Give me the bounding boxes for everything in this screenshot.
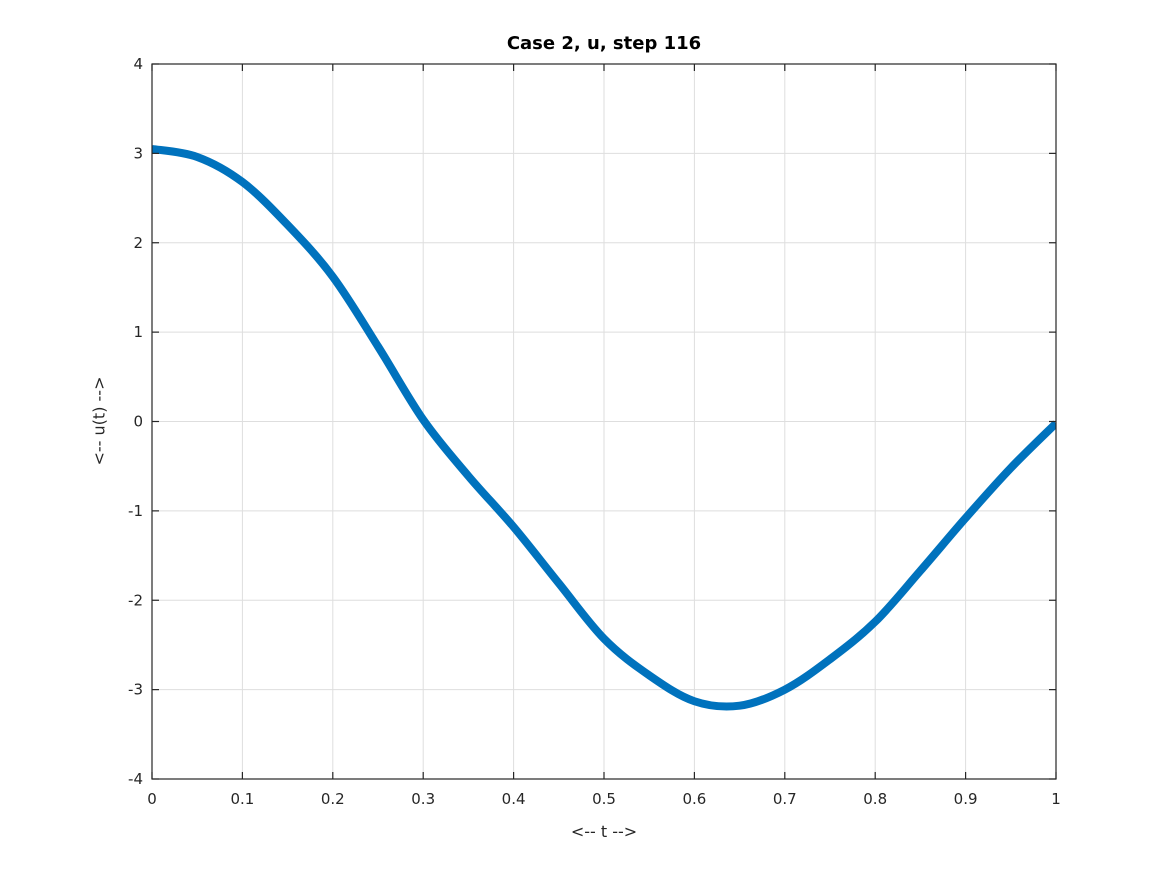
- x-tick-label: 0.5: [592, 790, 616, 808]
- x-tick-label: 0.2: [321, 790, 345, 808]
- x-tick-label: 0.1: [230, 790, 254, 808]
- x-tick-label: 0: [147, 790, 157, 808]
- x-axis-label: <-- t -->: [570, 822, 638, 841]
- y-tick-labels: -4 -3 -2 -1 0 1 2 3 4: [128, 55, 143, 788]
- y-tick-label: 1: [133, 323, 143, 341]
- x-tick-label: 1: [1051, 790, 1061, 808]
- axis-ticks: [151, 63, 1057, 780]
- x-tick-label: 0.4: [502, 790, 526, 808]
- chart-title: Case 2, u, step 116: [506, 33, 702, 54]
- x-tick-labels: 0 0.1 0.2 0.3 0.4 0.5 0.6 0.7 0.8 0.9 1: [147, 790, 1061, 808]
- y-tick-label: 0: [133, 413, 143, 431]
- series-u-line: [152, 144, 1056, 711]
- y-tick-label: -1: [128, 502, 143, 520]
- x-tick-label: 0.7: [773, 790, 797, 808]
- x-tick-label: 0.3: [411, 790, 435, 808]
- x-tick-label: 0.6: [682, 790, 706, 808]
- y-tick-label: -3: [128, 681, 143, 699]
- y-tick-label: 3: [133, 144, 143, 162]
- x-tick-label: 0.9: [954, 790, 978, 808]
- y-tick-label: -4: [128, 770, 143, 788]
- y-tick-label: 2: [133, 234, 143, 252]
- x-tick-label: 0.8: [863, 790, 887, 808]
- y-tick-label: -2: [128, 591, 143, 609]
- grid: [152, 64, 1056, 779]
- y-axis-label: <-- u(t) -->: [89, 376, 109, 466]
- y-tick-label: 4: [133, 55, 143, 73]
